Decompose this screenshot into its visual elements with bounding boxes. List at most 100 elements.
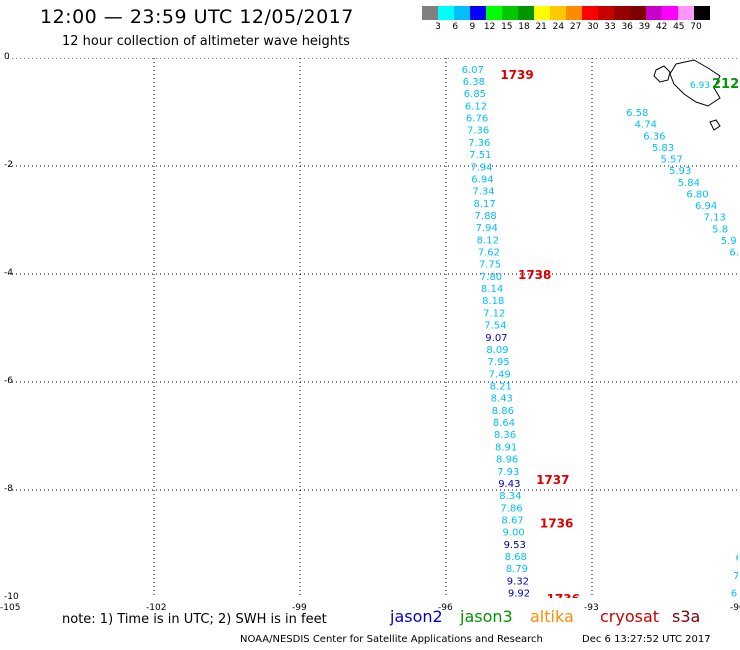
- wave-height-value: 5.93: [669, 166, 691, 177]
- colorbar-swatch: [502, 6, 518, 20]
- wave-height-value: 8.91: [495, 442, 517, 453]
- island-outline: [669, 59, 721, 107]
- legend-cryosat: cryosat: [600, 607, 660, 626]
- wave-height-value: 5.9: [721, 236, 737, 247]
- colorbar-swatch: [582, 6, 598, 20]
- wave-height-value: 7.95: [487, 357, 509, 368]
- wave-height-value: 8.86: [492, 406, 514, 417]
- wave-height-value: 9.92: [508, 589, 530, 598]
- colorbar-swatch: [486, 6, 502, 20]
- colorbar-labels: 3 6 9 12 15 18 21 24 27 30 33 36 39 42 45 70: [422, 22, 732, 32]
- wave-height-map: 6.076.386.856.126.767.367.367.517.946.94…: [8, 58, 738, 598]
- wave-height-value: 6.58: [626, 108, 648, 119]
- longitude-tick-label: -105: [0, 603, 21, 613]
- map-subtitle: 12 hour collection of altimeter wave hei…: [62, 34, 350, 49]
- wave-height-value: 6.94: [471, 174, 493, 185]
- wave-height-value: 7.36: [467, 126, 489, 137]
- colorbar-swatch: [662, 6, 678, 20]
- colorbar-label: 27: [569, 22, 582, 32]
- wave-height-value: 8.43: [491, 394, 513, 405]
- wave-height-value: 6.93: [690, 81, 710, 91]
- latitude-tick-label: -4: [4, 268, 13, 278]
- longitude-tick-label: -90: [730, 603, 740, 613]
- colorbar-label: 30: [587, 22, 599, 32]
- colorbar-swatch: [598, 6, 614, 20]
- colorbar-label: 24: [552, 22, 565, 32]
- colorbar-swatch: [614, 6, 630, 20]
- colorbar-label: 18: [518, 22, 530, 32]
- colorbar-label: 45: [673, 22, 685, 32]
- longitude-tick-label: -93: [584, 603, 599, 613]
- legend-altika: altika: [530, 607, 574, 626]
- colorbar-swatch: [678, 6, 694, 20]
- colorbar-swatch: [470, 6, 486, 20]
- legend-jason3: jason3: [460, 607, 513, 626]
- wave-height-value: 8.18: [482, 296, 504, 307]
- wave-height-value: 6.84: [731, 589, 738, 598]
- wave-height-value: 7.36: [468, 138, 490, 149]
- pass-time-label: 1736: [540, 516, 573, 530]
- colorbar-label: 33: [604, 22, 616, 32]
- wave-height-value: 7.88: [475, 211, 497, 222]
- colorbar-label: 21: [535, 22, 547, 32]
- wave-height-value: 7.51: [469, 150, 491, 161]
- wave-height-value: 7.86: [500, 503, 522, 514]
- wave-height-value: 5.8: [712, 224, 728, 235]
- pass-time-label: 1739: [500, 68, 533, 82]
- wave-height-value: 8.17: [473, 199, 495, 210]
- wave-height-value: 5.57: [661, 155, 683, 166]
- colorbar-label: 15: [501, 22, 513, 32]
- colorbar-swatch: [694, 6, 710, 20]
- wave-height-value: 6.12: [465, 101, 487, 112]
- wave-height-value: 6.94: [695, 201, 717, 212]
- wave-height-value: 7.75: [479, 260, 501, 271]
- colorbar-label: 6: [452, 22, 459, 32]
- wave-height-value: 9.43: [498, 479, 520, 490]
- pass-time-label: 1737: [536, 473, 569, 487]
- legend-s3a: s3a: [672, 607, 701, 626]
- wave-height-value: 9.00: [502, 528, 524, 539]
- colorbar-swatch: [534, 6, 550, 20]
- wave-height-value: 4.74: [635, 120, 657, 131]
- latitude-tick-label: -8: [4, 484, 13, 494]
- wave-height-value: 9.32: [507, 576, 529, 587]
- island-outline: [709, 119, 721, 131]
- latitude-tick-label: -2: [4, 160, 13, 170]
- colorbar-label: 70: [690, 22, 702, 32]
- wave-height-value: 7.49: [489, 369, 511, 380]
- wave-height-value: 6.76: [466, 114, 488, 125]
- wave-height-value: 8.96: [496, 455, 518, 466]
- wave-height-value: 9.53: [504, 540, 526, 551]
- generated-date: Dec 6 13:27:52 UTC 2017: [582, 634, 711, 645]
- wave-height-value: 7.80: [480, 272, 502, 283]
- wave-height-value: 7.62: [478, 248, 500, 259]
- wave-height-value: 8.79: [506, 564, 528, 575]
- pass-time-label: 1736: [547, 592, 580, 598]
- colorbar-label: 9: [469, 22, 476, 32]
- wave-height-value: 8.09: [486, 345, 508, 356]
- colorbar-label: 42: [655, 22, 668, 32]
- pass-time-label: 2125: [712, 77, 738, 92]
- wave-height-value: 7.13: [704, 213, 726, 224]
- wave-height-value: 6.36: [643, 131, 665, 142]
- longitude-tick-label: -96: [438, 603, 453, 613]
- wave-height-value: 8.14: [481, 284, 503, 295]
- colorbar-label: 36: [621, 22, 633, 32]
- colorbar-label: 12: [483, 22, 496, 32]
- wave-height-value: 8.68: [505, 552, 527, 563]
- units-note: note: 1) Time is in UTC; 2) SWH is in fe…: [62, 612, 327, 627]
- wave-height-value: 7.94: [470, 162, 492, 173]
- wave-height-value: 7.12: [483, 308, 505, 319]
- wave-height-value: 8.12: [477, 235, 499, 246]
- legend-jason2: jason2: [390, 607, 443, 626]
- wave-height-value: 6.38: [463, 77, 485, 88]
- wave-height-value: 8.21: [490, 382, 512, 393]
- wave-height-value: 7.54: [484, 321, 506, 332]
- wave-height-value: 8.64: [493, 418, 515, 429]
- wave-height-value: 6.9: [736, 553, 738, 564]
- wave-height-colorbar: [422, 6, 710, 20]
- wave-height-value: 8.36: [494, 430, 516, 441]
- colorbar-swatch: [454, 6, 470, 20]
- wave-height-value: 6.07: [462, 65, 484, 76]
- wave-height-value: 7.34: [472, 187, 494, 198]
